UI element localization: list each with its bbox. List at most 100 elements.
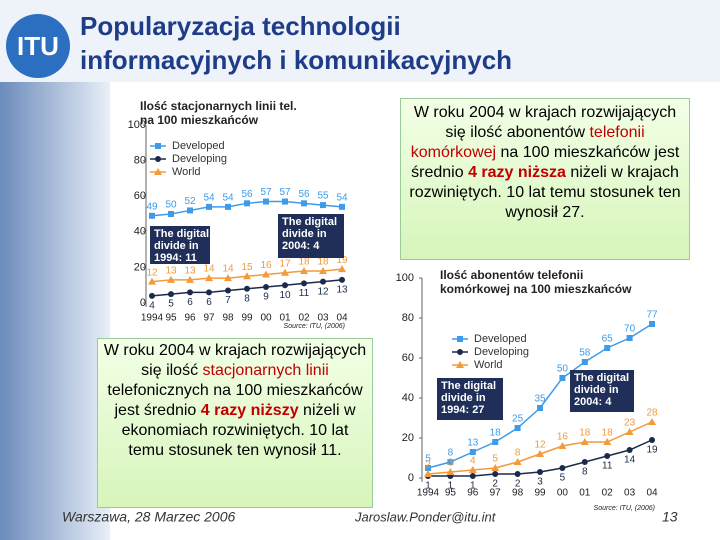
x-tick-label: 98	[222, 313, 234, 324]
y-tick-label: 0	[140, 297, 146, 309]
data-label: 70	[624, 324, 636, 335]
point	[468, 466, 477, 473]
y-tick-label: 40	[402, 392, 414, 404]
point	[648, 418, 656, 425]
data-label: 6	[206, 297, 212, 308]
point	[338, 265, 346, 273]
point	[187, 289, 193, 296]
data-label: 1	[425, 481, 431, 492]
data-label: 55	[317, 191, 329, 202]
note-text: telefonicznych na 100 mieszkańców jest ś…	[107, 382, 363, 419]
point	[282, 282, 288, 289]
note-emphasis: stacjonarnych linii	[202, 362, 329, 379]
data-label: 52	[184, 196, 196, 207]
data-label: 50	[165, 200, 177, 211]
y-tick-label: 60	[134, 190, 146, 202]
logo-globe	[6, 14, 70, 78]
point	[626, 335, 633, 341]
point	[492, 439, 499, 445]
point	[581, 459, 588, 465]
annotation-text: The digital	[282, 216, 337, 228]
chart-title: Ilość abonentów telefonii	[440, 268, 583, 282]
point	[262, 270, 270, 278]
point	[167, 275, 175, 283]
header-band	[0, 0, 720, 82]
x-tick-label: 04	[336, 313, 348, 324]
data-label: 17	[279, 258, 291, 269]
point	[514, 425, 521, 431]
data-label: 14	[203, 264, 215, 275]
x-tick-label: 03	[317, 313, 329, 324]
x-tick-label: 02	[602, 488, 614, 499]
note-text: na 100 mieszkańców jest średnio	[411, 144, 680, 181]
data-label: 57	[260, 187, 272, 198]
note-emphasis: 4 razy niższa	[468, 164, 566, 181]
annotation-text: 1994: 27	[441, 404, 484, 416]
note-box: W roku 2004 w krajach rozwijających się …	[97, 338, 373, 508]
data-label: 57	[279, 187, 291, 198]
data-label: 28	[646, 408, 658, 419]
y-tick-label: 100	[128, 119, 146, 131]
point	[263, 198, 269, 205]
data-label: 77	[646, 310, 658, 321]
x-tick-label: 96	[184, 313, 196, 324]
point	[457, 349, 463, 355]
point	[282, 198, 288, 205]
data-label: 2	[515, 479, 521, 490]
y-tick-label: 80	[134, 155, 146, 167]
data-label: 35	[534, 394, 546, 405]
data-label: 2	[425, 460, 431, 471]
x-tick-label: 95	[445, 488, 457, 499]
data-label: 13	[336, 285, 348, 296]
point	[492, 471, 499, 477]
point	[148, 277, 156, 285]
point	[320, 278, 326, 285]
data-label: 11	[602, 461, 613, 472]
data-label: 1	[470, 481, 476, 492]
note-emphasis: 4 razy niższy	[200, 402, 299, 419]
point	[263, 283, 269, 290]
legend-label: Developed	[474, 333, 527, 345]
point	[559, 465, 566, 471]
y-tick-label: 20	[402, 432, 414, 444]
data-label: 9	[263, 292, 269, 303]
data-label: 4	[149, 301, 155, 312]
annotation-box	[570, 370, 634, 412]
data-label: 65	[602, 334, 614, 345]
point	[206, 203, 212, 210]
x-tick-label: 02	[298, 313, 310, 324]
legend-label: Developed	[172, 140, 225, 152]
data-label: 14	[624, 455, 636, 466]
data-label: 7	[225, 295, 231, 306]
point	[581, 359, 588, 365]
source: Source: ITU, (2006)	[594, 505, 655, 512]
x-tick-label: 00	[557, 488, 569, 499]
data-label: 18	[602, 428, 614, 439]
annotation-text: divide in	[441, 392, 486, 404]
note-text: W roku 2004 w krajach rozwijających się …	[103, 342, 367, 379]
data-label: 16	[557, 432, 569, 443]
point	[425, 465, 431, 471]
x-tick-label: 01	[279, 313, 291, 324]
point	[149, 212, 155, 219]
data-label: 13	[467, 438, 479, 449]
data-label: 19	[336, 255, 348, 266]
point	[301, 280, 307, 287]
point	[649, 437, 655, 443]
data-label: 18	[579, 428, 591, 439]
footer-email: Jaroslaw.Ponder@itu.int	[354, 509, 497, 524]
data-label: 54	[222, 193, 234, 204]
point	[224, 274, 232, 282]
y-tick-label: 100	[396, 272, 414, 284]
point	[625, 428, 634, 435]
point	[558, 442, 567, 449]
point	[339, 203, 345, 210]
y-tick-label: 0	[408, 472, 414, 484]
legend-label: World	[474, 359, 503, 371]
data-label: 12	[534, 440, 546, 451]
annotation-text: The digital	[574, 372, 629, 384]
point	[456, 361, 464, 368]
chart-title: Ilość stacjonarnych linii tel.	[140, 99, 297, 113]
point	[320, 202, 326, 209]
